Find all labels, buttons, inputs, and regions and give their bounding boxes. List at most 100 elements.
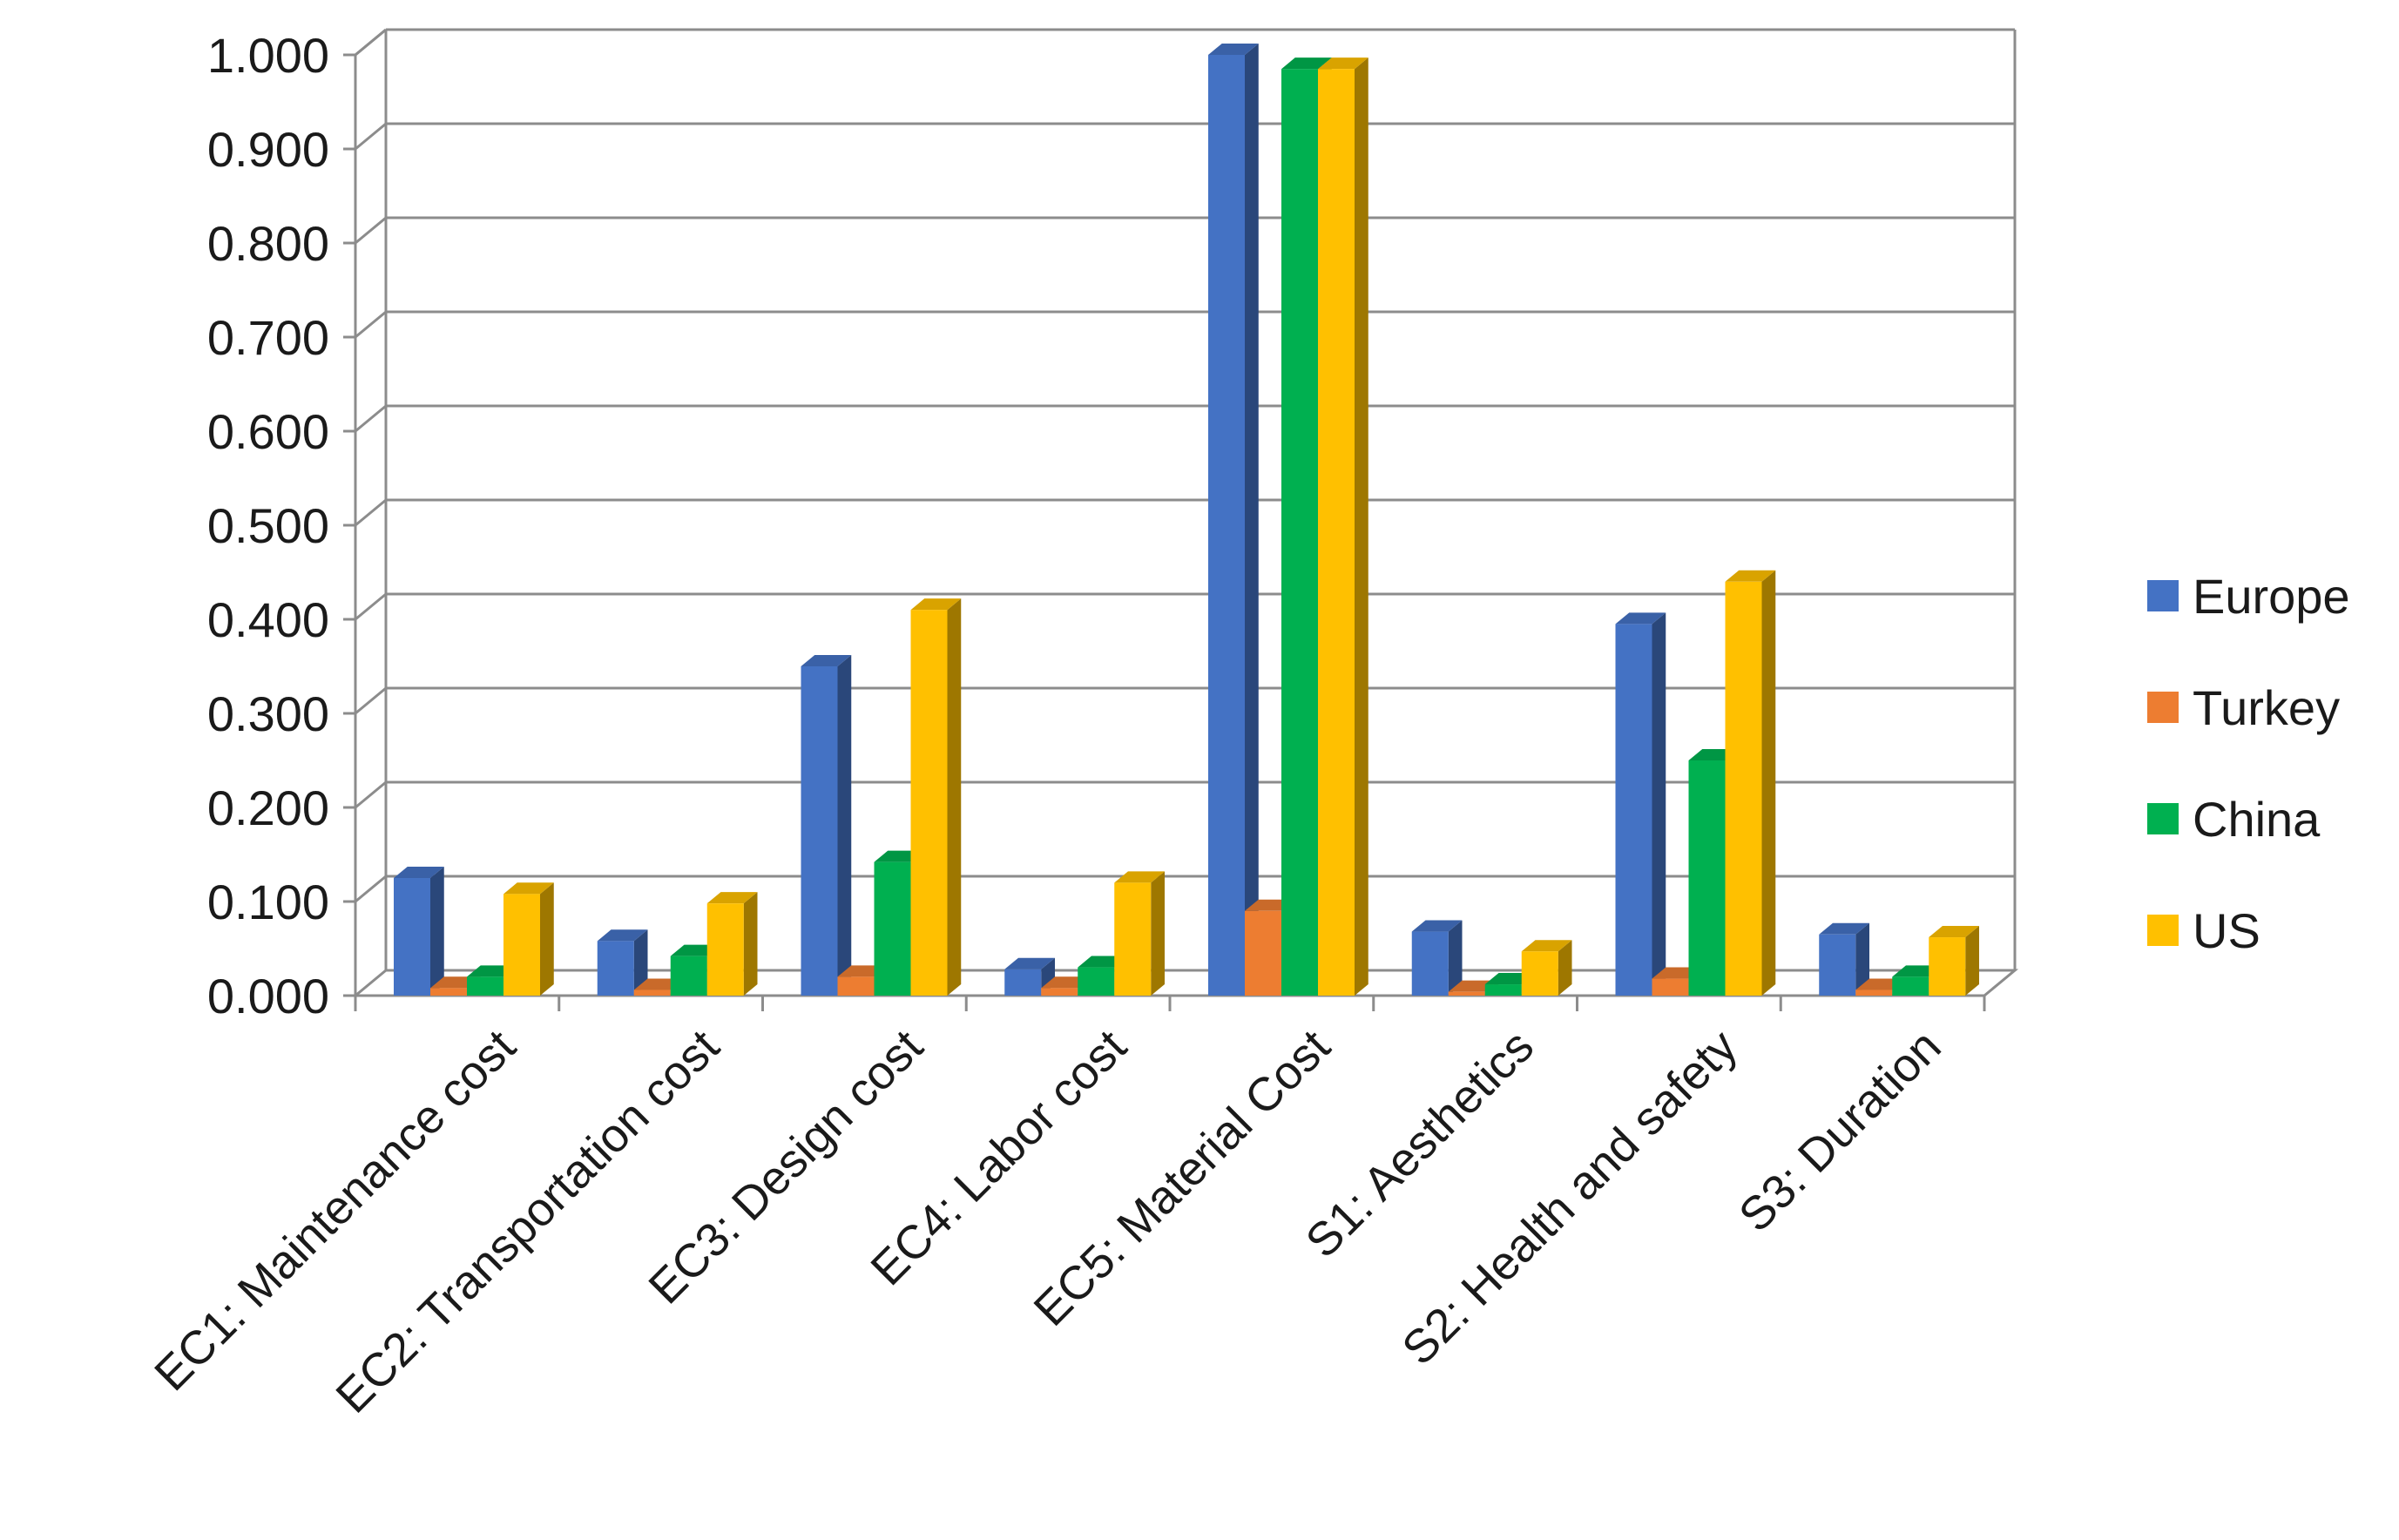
y-tick-label: 0.300 [207,686,329,741]
bar-top [706,892,758,904]
legend-swatch [2147,915,2179,946]
y-tick-label: 0.000 [207,969,329,1023]
bar-us-8 [1929,925,1979,996]
gridline-diag [355,686,387,715]
bar-front [670,956,707,996]
gridline-diag [355,780,387,809]
y-tick-label: 0.400 [207,592,329,647]
bar-front [1688,760,1726,996]
x-category-label: S3: Duration [1729,1020,1951,1242]
bar-us-3 [910,598,962,996]
bar-front [1281,69,1318,996]
bar-top [801,654,852,666]
bar-front [1521,951,1558,996]
bar-top [1411,920,1463,932]
bar-europe-2 [597,929,648,996]
bar-front [1208,55,1245,996]
y-tick-label: 0.500 [207,498,329,553]
bar-top [503,882,554,895]
bar-front [467,976,503,996]
bar-front [837,976,875,996]
bar-side [1761,570,1776,996]
bar-us-5 [1318,57,1368,996]
bar-top [1281,57,1332,70]
y-tick-label: 0.700 [207,310,329,365]
y-tick-label: 0.900 [207,122,329,177]
legend-label: US [2193,903,2260,958]
y-tick-label: 0.200 [207,780,329,835]
bar-side [837,654,852,996]
bar-europe-3 [801,654,852,996]
bar-top [597,929,648,942]
legend-item-us: US [2147,903,2260,958]
bar-us-7 [1725,570,1776,996]
y-tick-label: 0.600 [207,404,329,459]
bar-front [1725,581,1762,996]
legend-swatch [2147,692,2179,723]
bar-top [1208,43,1259,55]
bar-top [394,866,444,878]
bar-side [1245,43,1259,996]
bar-front [1114,882,1152,996]
gridline-diag [355,875,387,903]
bar-front [394,878,430,996]
bar-front [1819,934,1856,996]
bar-side [430,866,444,996]
legend-swatch [2147,580,2179,611]
gridline-diag [355,404,387,433]
bar-europe-5 [1208,43,1259,996]
bar-front [1078,967,1115,996]
legend-label: Europe [2193,569,2350,624]
bar-front [1615,624,1652,996]
bar-front [706,903,744,996]
bar-europe-4 [1004,957,1055,996]
bar-top [1615,612,1666,625]
bar-front [503,894,540,996]
bar-front [1041,988,1078,996]
bar-us-2 [706,892,758,996]
bar-europe-8 [1819,922,1869,996]
gridline-diag [355,122,387,151]
x-category-label: S2: Health and safety [1392,1020,1747,1375]
bar-us-6 [1521,940,1572,996]
y-axis-ticks: 0.000 0.100 0.200 0.300 0.400 0.500 0.600 0.700… [207,28,355,1023]
x-category-label: EC1: Maintenance cost [145,1020,525,1401]
gridline-diag [355,310,387,339]
y-tick-label: 1.000 [207,28,329,83]
bar-us-1 [503,882,554,996]
bar-front [1245,910,1281,996]
bar-front [1929,937,1966,996]
bar-side [633,929,648,996]
legend-item-europe: Europe [2147,569,2350,624]
bar-top [1114,871,1165,883]
bar-side [1355,57,1368,996]
bar-side [1558,940,1572,996]
bar-front [1448,991,1485,996]
bar-front [874,861,911,996]
bar-front [1484,984,1522,996]
bars-group [394,43,1979,996]
bar-europe-7 [1615,612,1666,996]
bar-top [1318,57,1368,70]
bar-europe-1 [394,866,444,996]
x-category-label: EC2: Transportation cost [326,1020,729,1423]
bar-side [947,598,962,996]
bar-top [1819,922,1869,935]
bar-us-4 [1114,871,1165,996]
bar-front [430,988,467,996]
legend: Europe Turkey China US [2147,569,2350,958]
bar-front [1318,69,1355,996]
gridline-diag [355,592,387,621]
legend-swatch [2147,803,2179,834]
bar-side [743,892,758,996]
gridline-diag [355,216,387,245]
bar-top [1725,570,1776,582]
bar-side [1855,922,1869,996]
gridline-diag [355,28,387,57]
bar-front [1004,969,1042,996]
bar-front [1411,931,1449,996]
legend-label: China [2193,792,2321,847]
